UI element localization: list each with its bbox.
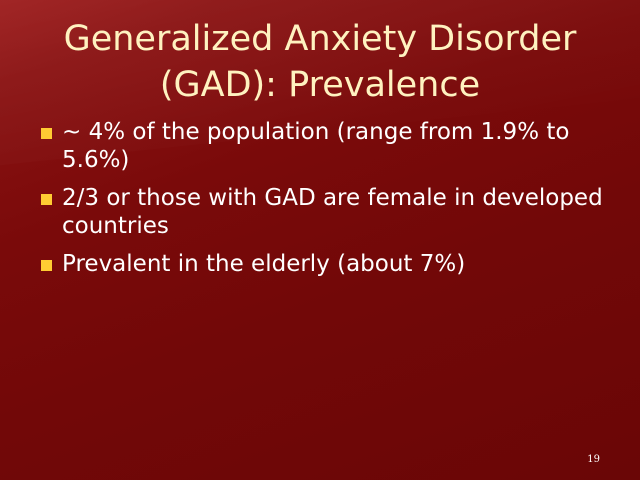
bullet-text: Prevalent in the elderly (about 7%) <box>62 251 466 277</box>
slide-title-line-1: Generalized Anxiety Disorder <box>63 19 577 59</box>
slide-title-line-2: (GAD): Prevalence <box>159 65 481 105</box>
bullet-item: ~ 4% of the population (range from 1.9% … <box>40 118 610 174</box>
square-bullet-icon <box>41 194 52 205</box>
bullet-item: 2/3 or those with GAD are female in deve… <box>40 184 610 240</box>
slide-number: 19 <box>587 454 600 465</box>
bullet-list: ~ 4% of the population (range from 1.9% … <box>40 118 610 288</box>
bullet-item: Prevalent in the elderly (about 7%) <box>40 250 610 278</box>
square-bullet-icon <box>41 260 52 271</box>
bullet-text: ~ 4% of the population (range from 1.9% … <box>62 119 570 173</box>
square-bullet-icon <box>41 128 52 139</box>
slide-title: Generalized Anxiety Disorder (GAD): Prev… <box>0 16 640 108</box>
bullet-text: 2/3 or those with GAD are female in deve… <box>62 185 603 239</box>
